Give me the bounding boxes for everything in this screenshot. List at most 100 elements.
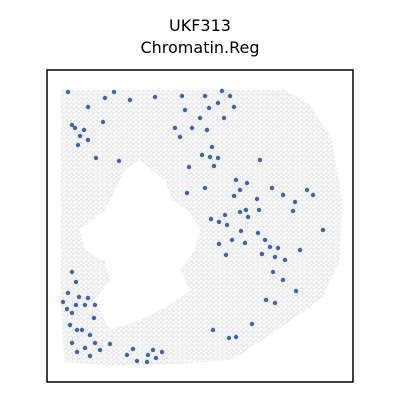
point [272,300,278,306]
point [172,125,178,131]
point [280,277,286,283]
point [219,88,225,94]
point [134,358,140,364]
point [150,347,156,353]
point [189,125,195,131]
point [73,302,79,308]
point [199,152,205,158]
point [145,352,151,358]
point [74,327,80,333]
point [243,207,249,213]
point [77,133,83,139]
point [238,228,244,234]
point [254,196,260,202]
point [79,327,85,333]
point [82,345,88,351]
point [153,355,159,361]
point [259,251,265,257]
point [65,89,71,95]
point [102,95,108,101]
point [256,207,262,213]
point [267,244,273,250]
point [263,297,269,303]
point [208,216,214,222]
point [229,237,235,243]
point [292,199,298,205]
chart-title: UKF313 [169,16,231,35]
point [245,214,251,220]
point [97,347,103,353]
point [231,104,237,110]
point [182,107,188,113]
point [65,290,71,296]
point [93,155,99,161]
point [75,142,81,148]
point [227,93,233,99]
point [69,269,75,275]
point [215,100,221,106]
point [72,125,78,131]
point [304,187,310,193]
point [269,185,275,191]
point [226,335,232,341]
point [159,349,165,355]
point [202,93,208,99]
point [76,294,82,300]
point [221,115,227,121]
point [310,192,316,198]
point [111,89,117,95]
point [144,359,150,365]
point [82,302,88,308]
point [202,185,208,191]
point [255,230,261,236]
point [231,193,237,199]
point [233,177,239,183]
point [60,299,66,305]
point [270,269,276,275]
point [81,127,87,133]
point [92,340,98,346]
point [216,241,222,247]
point [242,240,248,246]
point [244,180,250,186]
point [297,247,303,253]
point [237,187,243,193]
point [211,163,217,169]
point [280,192,286,198]
point [184,190,190,196]
point [85,137,91,143]
point [124,352,130,358]
tissue [61,90,342,366]
chart-subtitle: Chromatin.Reg [140,38,259,57]
point [91,315,97,321]
point [210,327,216,333]
point [92,302,98,308]
point [87,353,93,359]
point [130,346,136,352]
point [209,144,215,150]
point [69,310,75,316]
point [204,127,210,133]
point [275,245,281,251]
plot-frame [46,69,354,383]
point [222,212,228,218]
point [320,227,326,233]
point [197,115,203,121]
point [216,219,222,225]
point [223,252,229,258]
point [224,222,230,228]
point [85,295,91,301]
point [282,257,288,263]
point [64,306,70,312]
point [100,119,106,125]
point [127,97,133,103]
point [290,208,296,214]
point [67,322,73,328]
point [69,122,75,128]
point [116,158,122,164]
point [257,157,263,163]
point [272,254,278,260]
point [233,334,239,340]
point [107,341,113,347]
point [237,209,243,215]
